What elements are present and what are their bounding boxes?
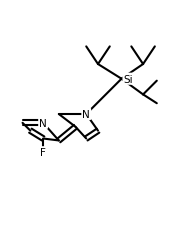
- Text: Si: Si: [123, 74, 133, 84]
- Text: F: F: [40, 147, 46, 158]
- Text: N: N: [39, 118, 47, 128]
- Text: N: N: [82, 109, 90, 120]
